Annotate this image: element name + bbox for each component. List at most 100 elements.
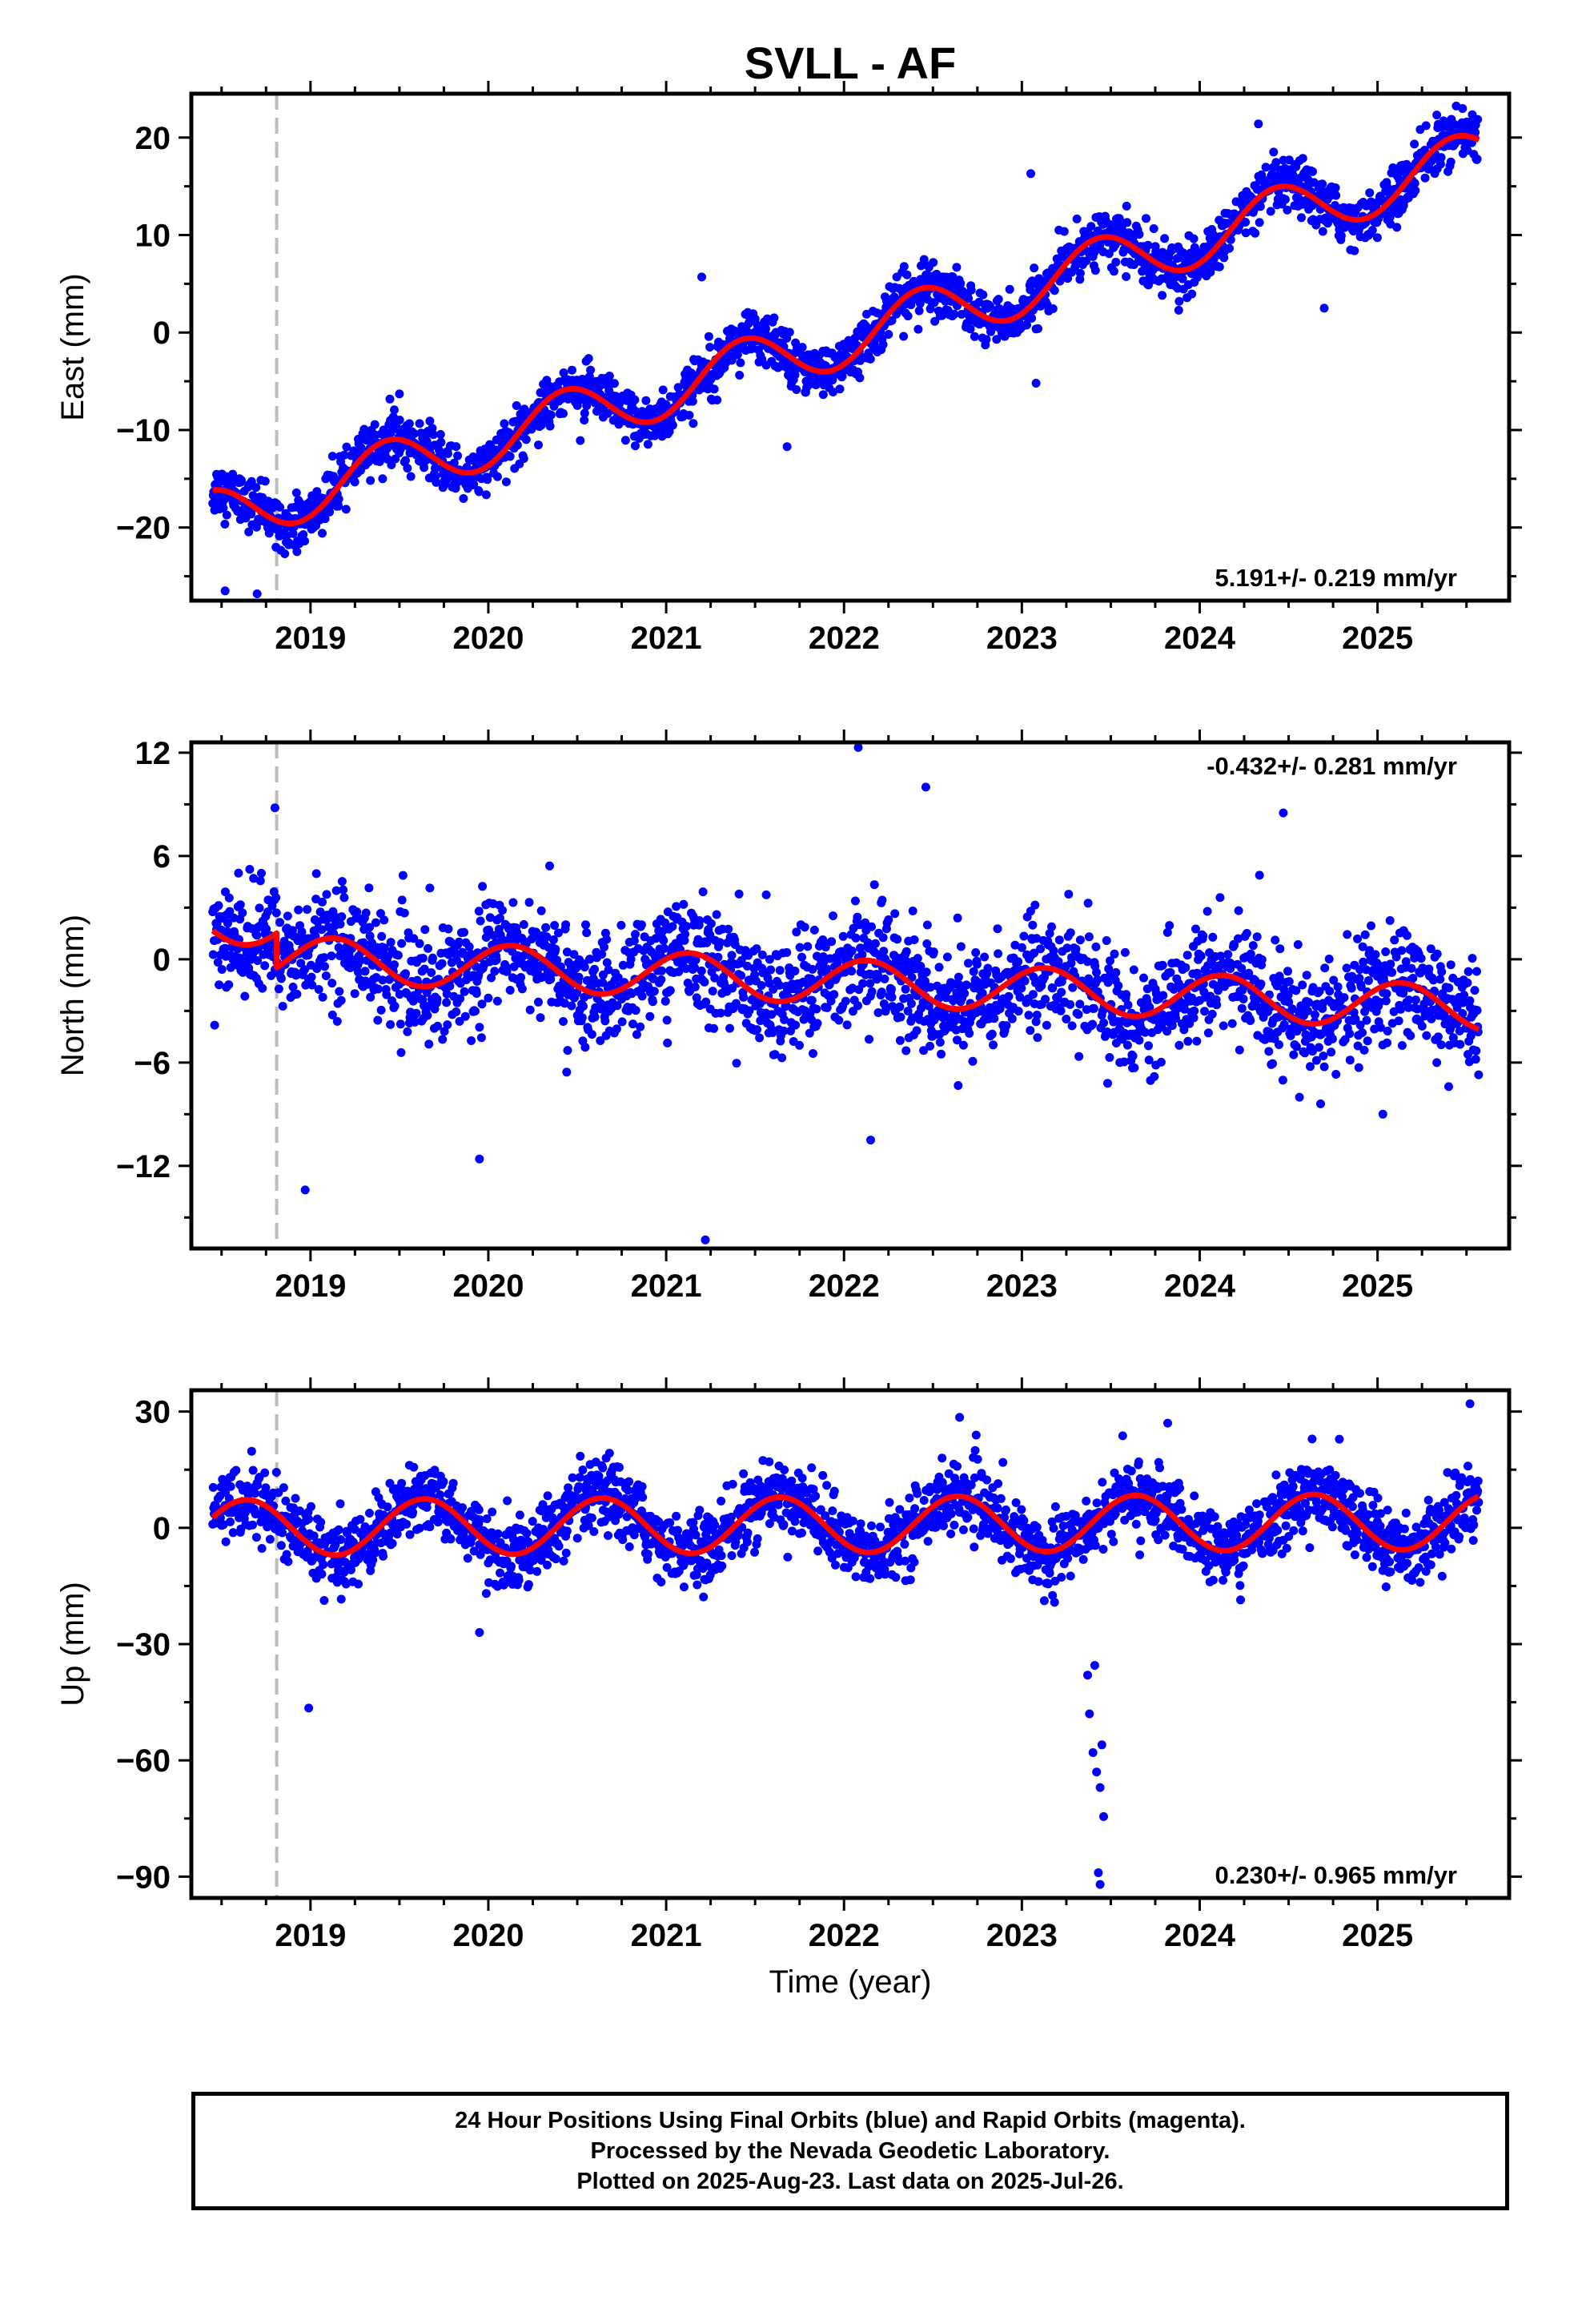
data-point (215, 980, 224, 990)
data-point (1174, 305, 1183, 315)
data-point (217, 965, 227, 974)
data-point (248, 1520, 257, 1530)
data-point (1360, 930, 1370, 939)
plot-frame (189, 91, 1512, 603)
data-point (541, 923, 551, 932)
data-point-outlier (782, 442, 792, 452)
data-point (283, 1557, 293, 1566)
data-point (1122, 201, 1131, 211)
data-point (319, 953, 329, 963)
data-point (300, 537, 310, 546)
data-point (257, 1544, 267, 1553)
data-point (1435, 975, 1445, 984)
data-point (1090, 266, 1100, 275)
x-tick-label: 2021 (631, 621, 702, 656)
y-tick-label: −6 (134, 1046, 171, 1081)
data-point (757, 981, 766, 990)
data-point (1397, 946, 1407, 955)
data-point (1223, 950, 1233, 959)
data-point (320, 962, 329, 971)
data-point (312, 487, 322, 497)
data-point (612, 1024, 621, 1034)
data-point (542, 932, 552, 942)
data-point (502, 967, 512, 976)
data-point (649, 987, 659, 996)
data-point (1122, 990, 1131, 999)
data-point (1226, 235, 1235, 244)
data-point (648, 997, 657, 1007)
data-point (406, 472, 416, 481)
data-point (1130, 1063, 1139, 1072)
data-point (1433, 1032, 1443, 1042)
data-point (325, 507, 335, 517)
data-point (1432, 1058, 1442, 1068)
data-point (1345, 1029, 1355, 1039)
data-point (1158, 991, 1168, 1000)
data-point (1093, 975, 1102, 984)
data-point (582, 928, 592, 938)
data-point (396, 1019, 405, 1029)
data-point (1219, 1021, 1228, 1031)
data-point (297, 927, 307, 937)
up-panel: 2019 2020 2021 2022 2023 2024 2025300−30−60−90… (55, 1377, 1522, 1953)
data-point (1295, 1092, 1304, 1102)
data-point (870, 939, 880, 948)
data-point (873, 1008, 883, 1017)
data-point (1182, 951, 1192, 960)
data-point (1030, 263, 1039, 273)
data-point (630, 395, 640, 404)
data-point (1381, 947, 1391, 956)
data-point (483, 475, 492, 485)
data-point (559, 368, 568, 377)
data-point (645, 1011, 655, 1021)
data-point (490, 967, 500, 976)
data-points (208, 1399, 1484, 1889)
data-point (546, 410, 556, 420)
data-point (661, 996, 670, 1006)
data-point (536, 906, 546, 915)
data-point (393, 951, 403, 960)
data-point (460, 987, 469, 996)
data-point-outlier (300, 1185, 310, 1195)
data-point (471, 1007, 480, 1016)
data-point (1275, 944, 1285, 954)
data-point (536, 1013, 545, 1023)
data-point (1027, 313, 1037, 323)
data-point (278, 1002, 287, 1011)
data-point (1089, 1003, 1098, 1013)
data-point (235, 900, 245, 910)
data-point (847, 967, 857, 976)
data-point (706, 919, 716, 928)
data-point (550, 921, 560, 930)
data-point (1456, 1039, 1465, 1049)
data-point (231, 1466, 241, 1475)
data-point (1234, 906, 1243, 915)
data-point (525, 1005, 535, 1015)
data-point (930, 298, 939, 308)
data-point (1196, 951, 1206, 961)
y-axis-label: East (mm) (55, 273, 90, 420)
data-point (1436, 1040, 1446, 1050)
data-point (1054, 935, 1064, 945)
data-point (444, 924, 453, 934)
data-point (987, 1029, 997, 1039)
data-point (356, 955, 365, 965)
data-point (1005, 284, 1014, 294)
data-point (339, 450, 349, 460)
data-point (425, 883, 435, 893)
data-point (812, 1004, 821, 1014)
data-point (433, 1021, 443, 1031)
data-point (1103, 1079, 1112, 1088)
data-point (1208, 932, 1218, 942)
data-point (562, 947, 572, 957)
data-point (807, 995, 817, 1005)
data-point (424, 943, 432, 953)
data-point (636, 920, 646, 930)
data-point (1271, 158, 1281, 167)
data-point (1041, 995, 1050, 1004)
data-point (792, 927, 801, 937)
data-point (427, 968, 436, 977)
data-point (1212, 1000, 1222, 1010)
data-point (1468, 954, 1477, 963)
data-point (1354, 1063, 1363, 1072)
